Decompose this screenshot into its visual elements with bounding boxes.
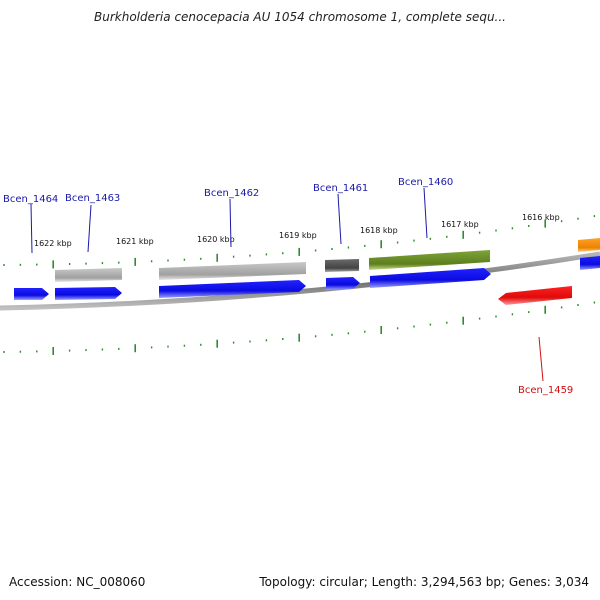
map-title: Burkholderia cenocepacia AU 1054 chromos… <box>94 10 506 24</box>
leader-line <box>229 198 232 248</box>
gene-label[interactable]: Bcen_1459 <box>518 385 573 396</box>
feature-bar[interactable] <box>55 268 122 282</box>
gene-arrow-bcen-1464[interactable] <box>14 288 49 300</box>
accession-text: Accession: NC_008060 <box>9 575 146 589</box>
ruler-labels: 1622 kbp 1621 kbp 1620 kbp 1619 kbp 1618… <box>34 213 560 248</box>
ruler-label: 1622 kbp <box>34 239 72 248</box>
ruler-label: 1616 kbp <box>522 213 560 222</box>
gene-label[interactable]: Bcen_1461 <box>313 183 368 194</box>
feature-bar[interactable] <box>325 259 359 272</box>
ruler-ticks-outer <box>3 215 596 269</box>
feature-bar[interactable] <box>369 250 490 270</box>
forward-genes <box>14 256 600 300</box>
gene-arrow-bcen-1463[interactable] <box>55 287 122 300</box>
gene-arrow-bcen-1461[interactable] <box>326 277 360 290</box>
ruler-label: 1621 kbp <box>116 237 154 246</box>
gene-arrow-bcen-1462[interactable] <box>159 280 306 298</box>
feature-bar[interactable] <box>578 238 600 252</box>
gene-label[interactable]: Bcen_1462 <box>204 188 259 199</box>
ruler-label: 1620 kbp <box>197 235 235 244</box>
leader-line <box>423 187 428 239</box>
leader-line <box>538 336 544 382</box>
gene-label[interactable]: Bcen_1460 <box>398 177 453 188</box>
ruler-label: 1617 kbp <box>441 220 479 229</box>
gene-arrow-bcen-1459[interactable] <box>498 286 572 305</box>
leader-line <box>30 203 33 254</box>
leader-line <box>87 204 92 253</box>
genome-summary: Topology: circular; Length: 3,294,563 bp… <box>259 575 589 589</box>
ruler-label: 1619 kbp <box>279 231 317 240</box>
label-leaders <box>30 187 544 382</box>
gene-label[interactable]: Bcen_1464 <box>3 194 58 205</box>
gene-label[interactable]: Bcen_1463 <box>65 193 120 204</box>
feature-track <box>55 238 600 282</box>
ruler-label: 1618 kbp <box>360 226 398 235</box>
gene-arrow-bcen-1460[interactable] <box>370 268 491 288</box>
ruler-ticks-inner <box>3 301 596 355</box>
chromosome-backbone <box>0 251 600 311</box>
leader-line <box>337 193 342 245</box>
gene-labels: Bcen_1464 Bcen_1463 Bcen_1462 Bcen_1461 … <box>3 177 573 396</box>
gene-arrow-partial[interactable] <box>580 256 600 270</box>
feature-bar[interactable] <box>159 262 306 280</box>
